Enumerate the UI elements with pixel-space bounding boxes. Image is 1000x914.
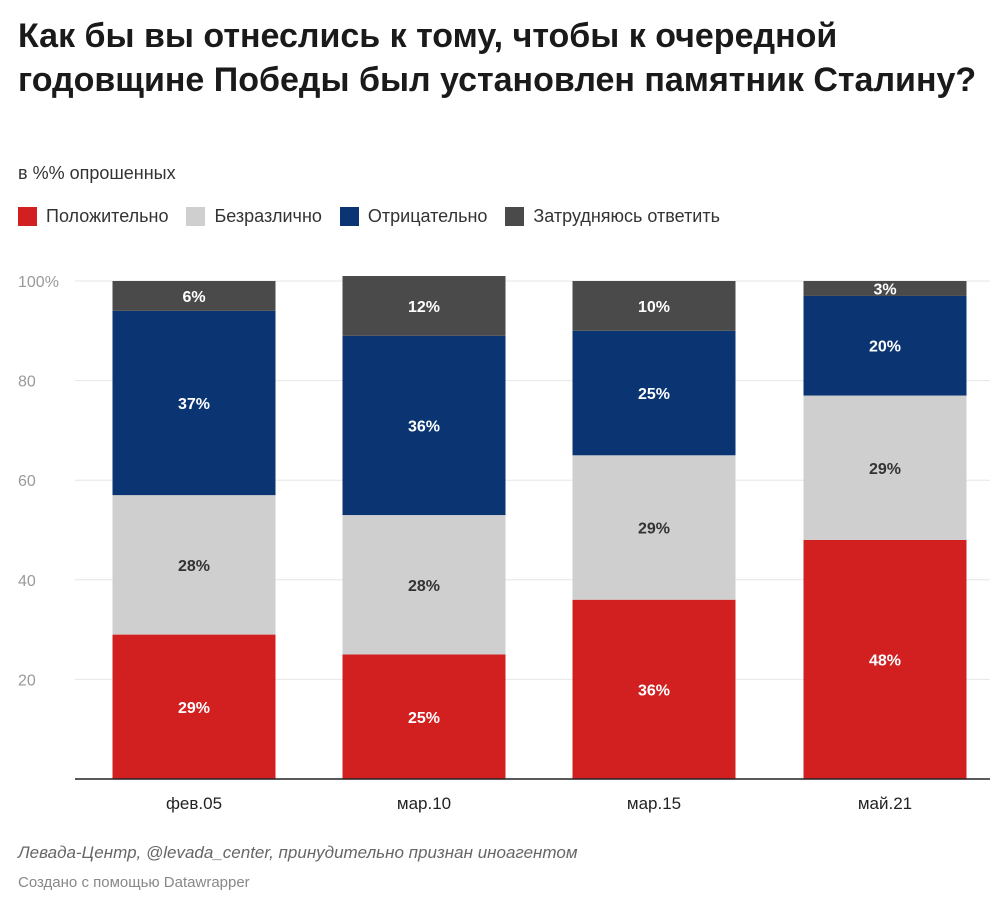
- data-label: 36%: [638, 682, 670, 699]
- x-tick-label: май.21: [858, 794, 912, 813]
- y-tick-label: 60: [18, 473, 36, 490]
- data-label: 25%: [638, 386, 670, 403]
- chart-title: Как бы вы отнеслись к тому, чтобы к очер…: [18, 17, 977, 99]
- legend-label: Отрицательно: [367, 206, 488, 226]
- x-tick-label: фев.05: [166, 794, 222, 813]
- bar-segment: [342, 515, 506, 655]
- data-label: 3%: [873, 281, 896, 298]
- legend-label: Затрудняюсь ответить: [533, 206, 720, 226]
- bar-segment: [803, 281, 967, 296]
- legend-swatch: [505, 207, 525, 226]
- made-with-note: Создано с помощью Datawrapper: [18, 874, 250, 891]
- bar-segment: [803, 295, 967, 396]
- data-label: 12%: [408, 299, 440, 316]
- data-label: 25%: [408, 710, 440, 727]
- data-label: 28%: [408, 578, 440, 595]
- data-label: 10%: [638, 299, 670, 316]
- bar-segment: [803, 539, 967, 779]
- bar-segment: [112, 495, 276, 635]
- y-tick-label: 20: [18, 672, 36, 689]
- bar-segment: [112, 634, 276, 779]
- bar-segment: [112, 310, 276, 496]
- legend-item: Отрицательно: [339, 206, 488, 227]
- stacked-bar-chart: 20 40 60 80 100% 29% 28% 37% 6% фев.05 25% 28% 36% 12…: [18, 274, 990, 813]
- data-label: 37%: [178, 396, 210, 413]
- bar-segment: [572, 281, 736, 331]
- legend: Положительно Безразлично Отрицательно Затру…: [18, 206, 738, 227]
- legend-swatch: [18, 207, 37, 226]
- data-label: 29%: [178, 700, 210, 717]
- y-tick-label: 40: [18, 573, 36, 590]
- x-tick-label: мар.15: [627, 794, 681, 813]
- y-tick-label: 80: [18, 374, 36, 391]
- bar-segment: [112, 281, 276, 311]
- y-tick-label: 100%: [18, 274, 59, 291]
- bar-segment: [572, 330, 736, 456]
- legend-label: Положительно: [46, 206, 169, 226]
- bar-segment: [342, 654, 506, 779]
- bar-segment: [572, 455, 736, 600]
- legend-label: Безразлично: [214, 206, 322, 226]
- bar-segment: [342, 335, 506, 516]
- bar-segment: [342, 276, 506, 336]
- legend-item: Положительно: [18, 206, 168, 227]
- data-label: 29%: [869, 461, 901, 478]
- data-label: 48%: [869, 652, 901, 669]
- data-label: 36%: [408, 418, 440, 435]
- source-note: Левада-Центр, @levada_center, принудител…: [18, 843, 578, 862]
- legend-item: Затрудняюсь ответить: [505, 206, 720, 227]
- data-label: 6%: [182, 289, 205, 306]
- data-label: 28%: [178, 558, 210, 575]
- data-label: 29%: [638, 521, 670, 538]
- data-label: 20%: [869, 339, 901, 356]
- bar-segment: [803, 395, 967, 540]
- legend-swatch: [339, 207, 359, 226]
- legend-swatch: [186, 207, 206, 226]
- x-tick-label: мар.10: [397, 794, 451, 813]
- chart-subtitle: в %% опрошенных: [18, 163, 176, 183]
- bar-segment: [572, 599, 736, 779]
- legend-item: Безразлично: [186, 206, 322, 227]
